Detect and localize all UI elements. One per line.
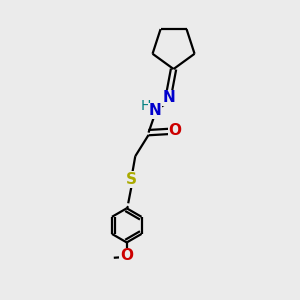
Text: S: S (126, 172, 137, 187)
Text: O: O (120, 248, 133, 263)
Text: O: O (169, 123, 182, 138)
Text: N: N (163, 90, 175, 105)
Text: N: N (148, 103, 161, 118)
Text: H: H (140, 98, 151, 112)
